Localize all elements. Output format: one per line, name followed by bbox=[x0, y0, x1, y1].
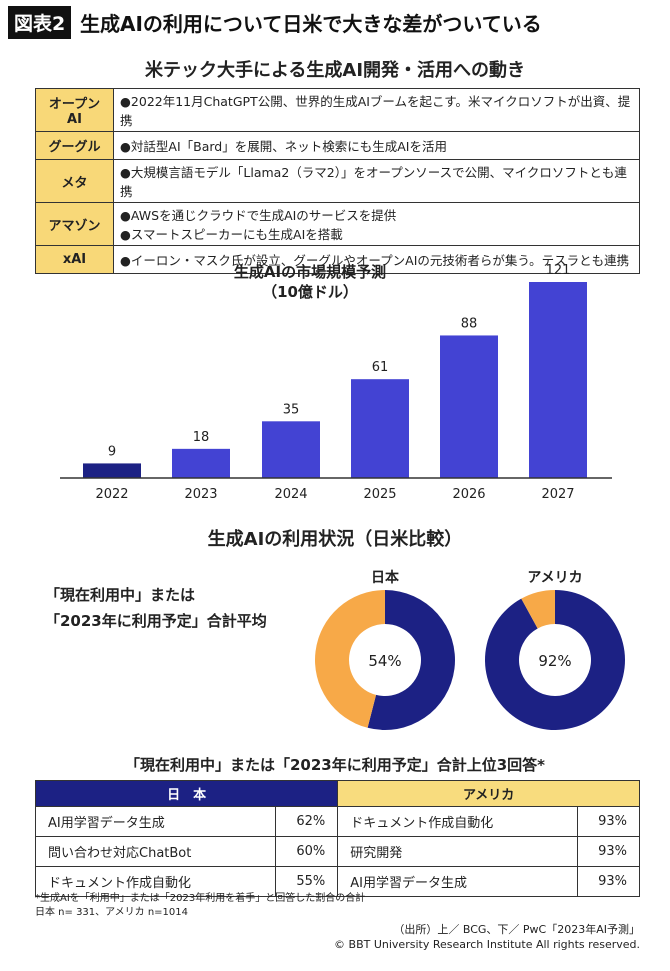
bar bbox=[83, 463, 141, 478]
bar-subtitle: （10億ドル） bbox=[262, 283, 358, 301]
donut-slice-used bbox=[367, 590, 456, 730]
x-tick-label: 2022 bbox=[95, 487, 128, 502]
company-name: グーグル bbox=[35, 131, 114, 160]
page-title: 生成AIの利用について日米で大きな差がついている bbox=[80, 12, 542, 36]
donut-slice-used bbox=[485, 590, 626, 730]
desc-line: ●イーロン・マスク氏が設立、グーグルやオープンAIの元技術者らが集う。テスラとも… bbox=[120, 253, 630, 268]
company-row: オープンAI ●2022年11月ChatGPT公開、世界的生成AIブームを起こす。… bbox=[35, 88, 640, 132]
footnote: *生成AIを「利用中」または「2023年利用を着手」と回答した割合の合計 bbox=[35, 893, 366, 904]
bar bbox=[262, 421, 320, 478]
japan-pct: 60% bbox=[275, 836, 339, 867]
bar-value: 9 bbox=[108, 444, 116, 459]
note-line: 「現在利用中」または bbox=[45, 586, 196, 604]
company-row: アマゾン ●AWSを通じクラウドで生成AIのサービスを提供 ●スマートスピーカーにも… bbox=[35, 202, 640, 246]
donut-slice-rest bbox=[315, 590, 385, 728]
bar bbox=[440, 335, 498, 478]
source: （出所）上／ BCG、下／ PwC「2023年AI予測」 © BBT Univer… bbox=[334, 922, 640, 952]
usa-item: ドキュメント作成自動化 bbox=[337, 806, 578, 837]
donut-label: 日本 bbox=[371, 569, 400, 586]
usa-header: アメリカ bbox=[337, 780, 640, 807]
bar bbox=[529, 282, 587, 478]
usa-pct: 93% bbox=[577, 866, 640, 897]
company-desc: ●イーロン・マスク氏が設立、グーグルやオープンAIの元技術者らが集う。テスラとも… bbox=[113, 245, 640, 274]
japan-header: 日 本 bbox=[34, 780, 339, 807]
bar-value: 35 bbox=[283, 402, 300, 417]
top3-row: 問い合わせ対応ChatBot 60% 研究開発 93% bbox=[34, 836, 640, 867]
footnote: 日本 n= 331、アメリカ n=1014 bbox=[35, 907, 189, 918]
top3-title: 「現在利用中」または「2023年に利用予定」合計上位3回答* bbox=[124, 756, 546, 774]
companies-title: 米テック大手による生成AI開発・活用への動き bbox=[144, 60, 526, 81]
top3-row: AI用学習データ生成 62% ドキュメント作成自動化 93% bbox=[34, 806, 640, 837]
company-name: メタ bbox=[35, 159, 114, 203]
company-desc: ●大規模言語モデル「Llama2（ラマ2）」をオープンソースで公開、マイクロソフ… bbox=[113, 159, 640, 203]
usage-note: 「現在利用中」または「2023年に利用予定」合計平均 bbox=[45, 582, 267, 634]
company-name: アマゾン bbox=[35, 202, 114, 246]
bar bbox=[172, 448, 230, 478]
desc-line: ●スマートスピーカーにも生成AIを搭載 bbox=[120, 227, 343, 242]
bar-chart: 9 2022 18 2023 35 2024 61 2025 88 2026 121 2027 bbox=[60, 263, 612, 502]
japan-item: AI用学習データ生成 bbox=[34, 806, 277, 837]
copyright: © BBT University Research Institute All … bbox=[334, 938, 640, 951]
bar bbox=[351, 379, 409, 478]
usa-pct: 93% bbox=[577, 806, 640, 837]
note-line: 「2023年に利用予定」合計平均 bbox=[45, 612, 267, 630]
usage-title: 生成AIの利用状況（日米比較） bbox=[207, 529, 463, 550]
bar-title: 生成AIの市場規模予測 bbox=[233, 263, 387, 281]
donut-label: アメリカ bbox=[527, 570, 582, 586]
company-row: グーグル ●対話型AI「Bard」を展開、ネット検索にも生成AIを活用 bbox=[35, 131, 640, 160]
donut-value: 92% bbox=[538, 652, 571, 670]
top3-table: 日 本アメリカ AI用学習データ生成 62% ドキュメント作成自動化 93% 問い合わせ対… bbox=[34, 780, 640, 897]
company-row: メタ ●大規模言語モデル「Llama2（ラマ2）」をオープンソースで公開、マイクロ… bbox=[35, 159, 640, 203]
x-tick-label: 2026 bbox=[452, 487, 485, 502]
x-tick-label: 2023 bbox=[184, 487, 217, 502]
company-desc: ●対話型AI「Bard」を展開、ネット検索にも生成AIを活用 bbox=[113, 131, 640, 160]
donut-charts: 日本 54% アメリカ 92% bbox=[315, 569, 626, 730]
desc-line: ●2022年11月ChatGPT公開、世界的生成AIブームを起こす。米マイクロソ… bbox=[120, 94, 631, 128]
desc-line: ●対話型AI「Bard」を展開、ネット検索にも生成AIを活用 bbox=[120, 139, 447, 154]
bar-value: 61 bbox=[372, 360, 389, 375]
x-tick-label: 2025 bbox=[363, 487, 396, 502]
company-desc: ●2022年11月ChatGPT公開、世界的生成AIブームを起こす。米マイクロソ… bbox=[113, 88, 640, 132]
donut-value: 54% bbox=[368, 652, 401, 670]
company-name: オープンAI bbox=[35, 88, 114, 132]
desc-line: ●AWSを通じクラウドで生成AIのサービスを提供 bbox=[120, 208, 397, 223]
donut-slice-rest bbox=[521, 590, 555, 629]
japan-pct: 62% bbox=[275, 806, 339, 837]
japan-item: ドキュメント作成自動化 bbox=[34, 866, 277, 897]
bar-value: 121 bbox=[546, 263, 571, 278]
bar-value: 88 bbox=[461, 316, 478, 331]
desc-line: ●大規模言語モデル「Llama2（ラマ2）」をオープンソースで公開、マイクロソフ… bbox=[120, 165, 627, 199]
footnotes: *生成AIを「利用中」または「2023年利用を着手」と回答した割合の合計 日本 n… bbox=[35, 892, 365, 920]
bar-value: 18 bbox=[193, 430, 210, 445]
bar-chart-title: 生成AIの市場規模予測 （10億ドル） bbox=[0, 262, 620, 302]
top3-row: ドキュメント作成自動化 55% AI用学習データ生成 93% bbox=[34, 866, 640, 897]
x-tick-label: 2027 bbox=[541, 487, 574, 502]
source-line: （出所）上／ BCG、下／ PwC「2023年AI予測」 bbox=[393, 923, 640, 936]
usa-pct: 93% bbox=[577, 836, 640, 867]
figure-tag: 図表2 bbox=[8, 6, 72, 39]
japan-pct: 55% bbox=[275, 866, 339, 897]
usa-item: AI用学習データ生成 bbox=[337, 866, 578, 897]
x-tick-label: 2024 bbox=[274, 487, 307, 502]
company-name: xAI bbox=[35, 245, 114, 274]
company-desc: ●AWSを通じクラウドで生成AIのサービスを提供 ●スマートスピーカーにも生成AI… bbox=[113, 202, 640, 246]
japan-item: 問い合わせ対応ChatBot bbox=[34, 836, 277, 867]
company-row: xAI ●イーロン・マスク氏が設立、グーグルやオープンAIの元技術者らが集う。テス… bbox=[35, 245, 640, 274]
companies-table: オープンAI ●2022年11月ChatGPT公開、世界的生成AIブームを起こす。… bbox=[35, 88, 640, 274]
usa-item: 研究開発 bbox=[337, 836, 578, 867]
